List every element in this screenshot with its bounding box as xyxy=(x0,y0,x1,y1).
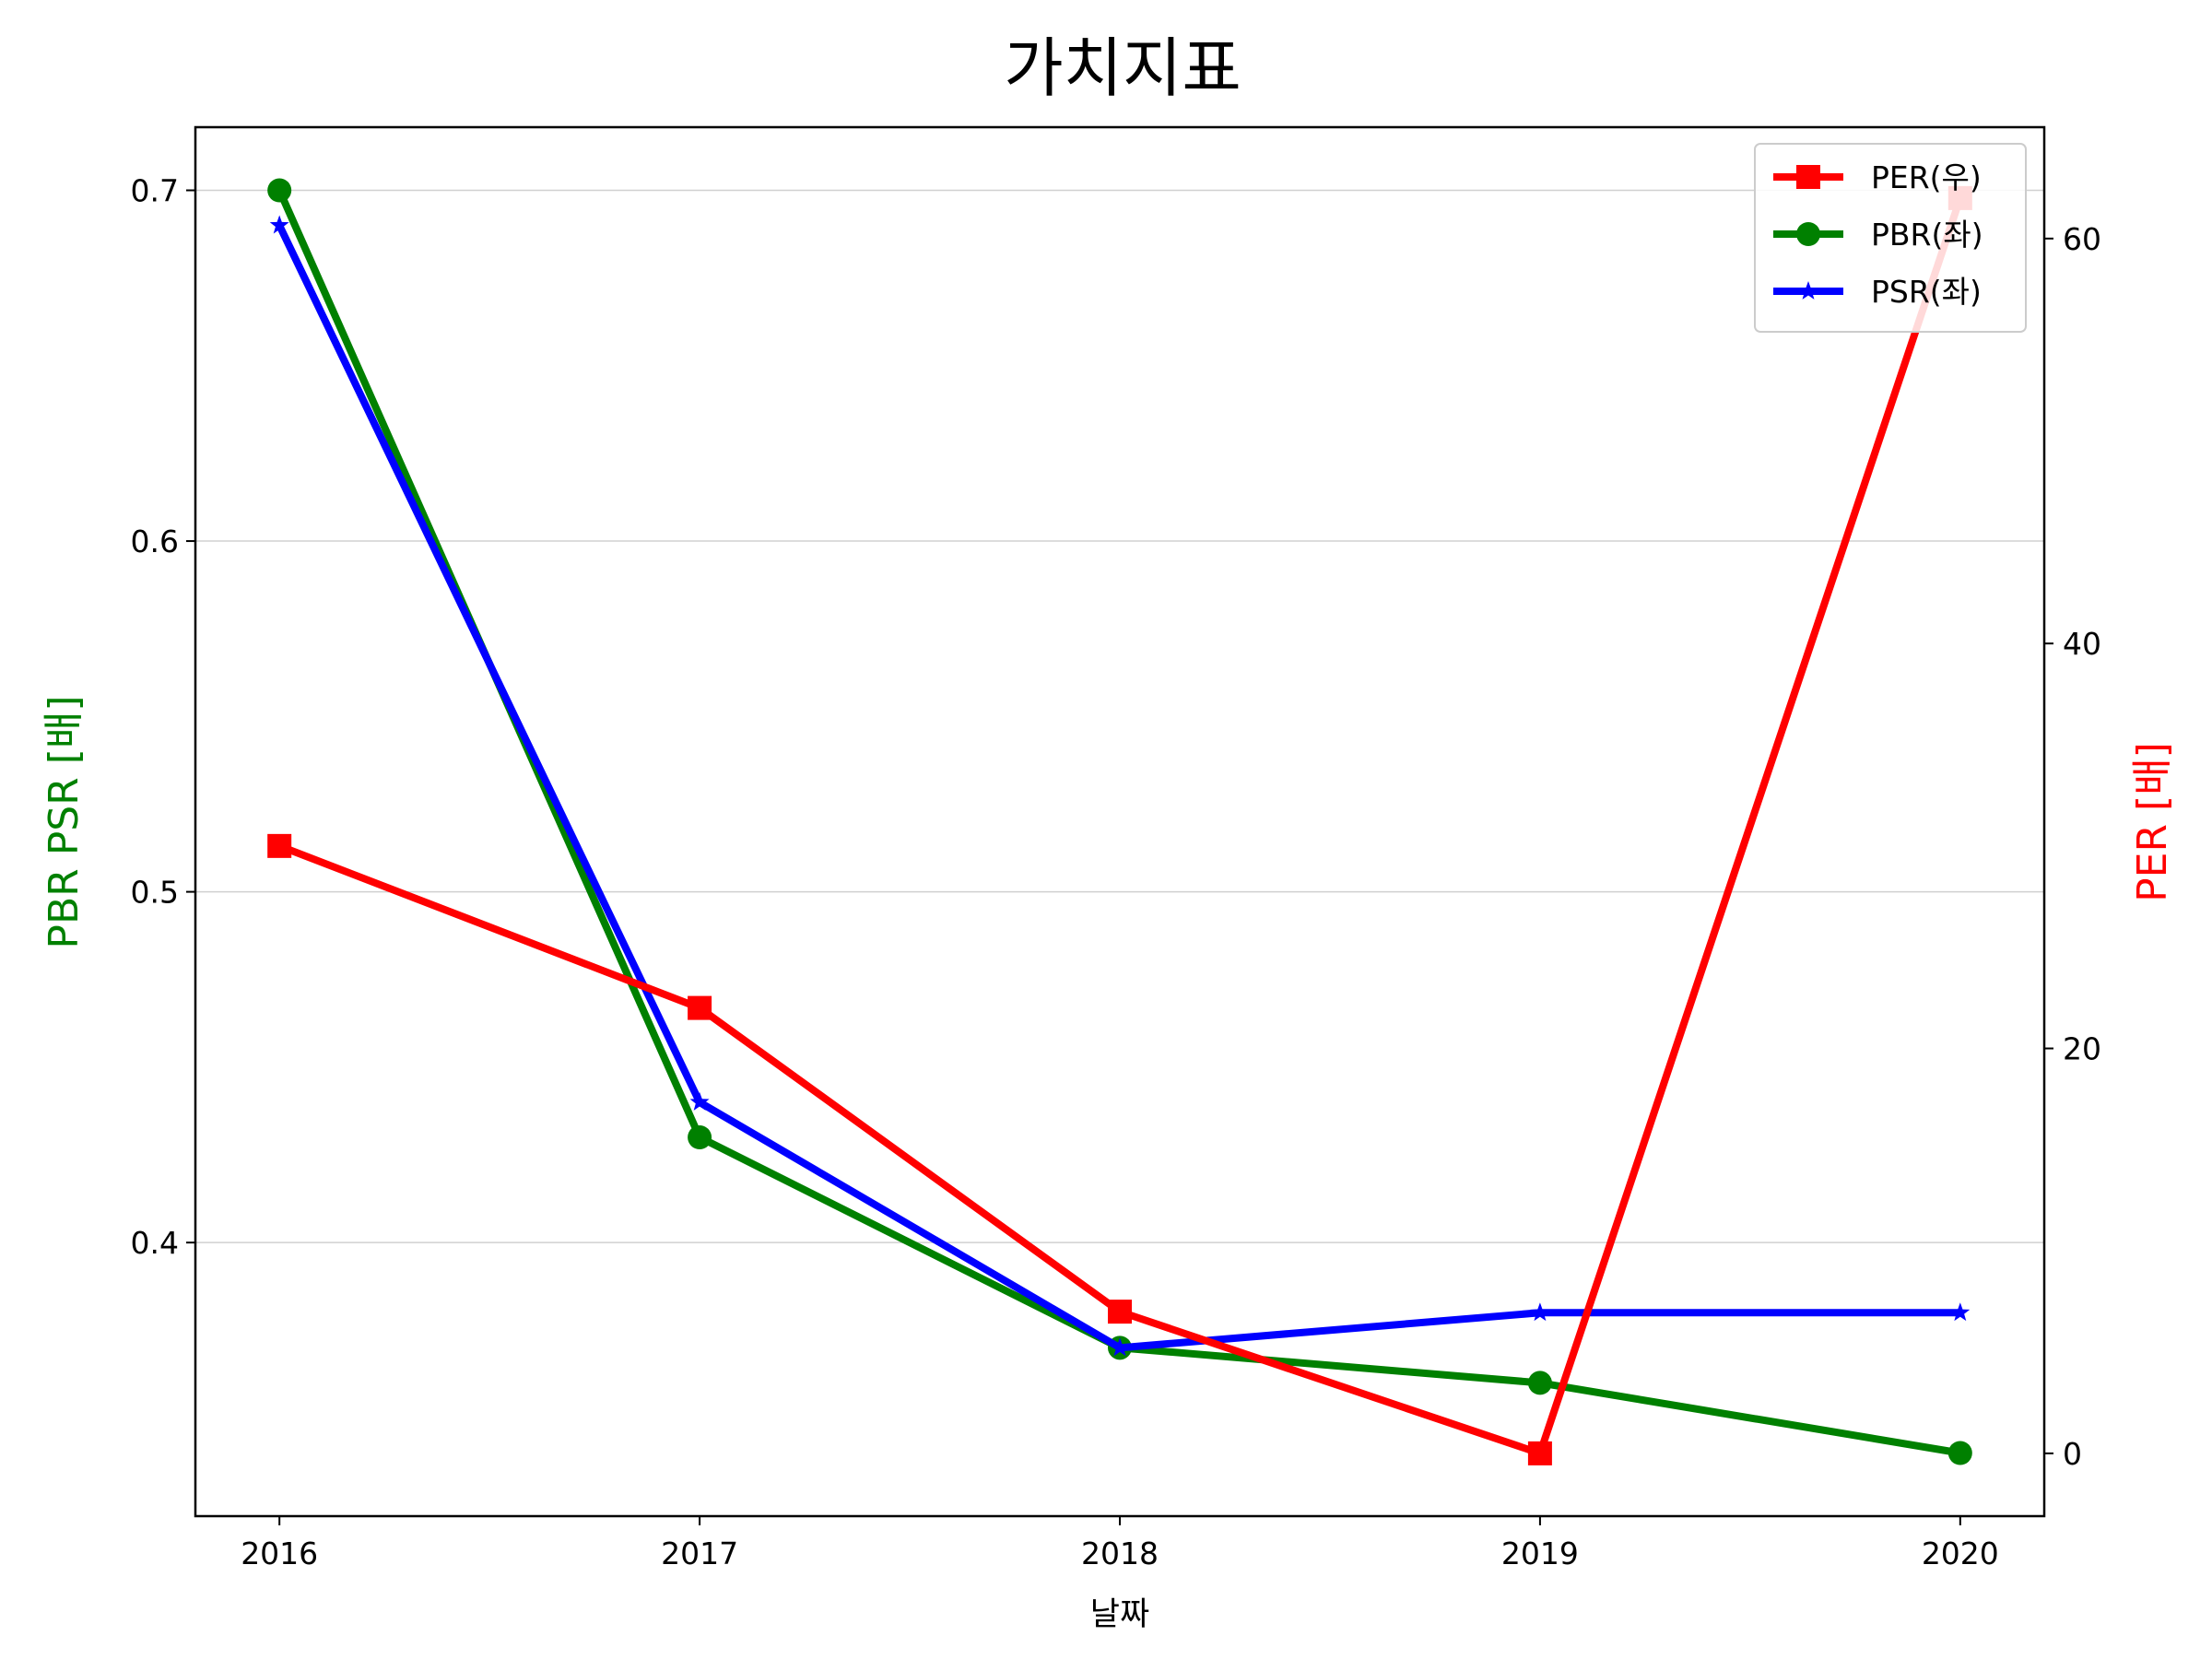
data-point xyxy=(267,178,292,203)
y-left-tick-label: 0.5 xyxy=(131,875,179,911)
legend-swatch-marker xyxy=(1796,222,1820,246)
data-point xyxy=(1950,1302,1971,1322)
x-tick-label: 2018 xyxy=(1081,1535,1159,1571)
x-tick-label: 2017 xyxy=(661,1535,738,1571)
data-point xyxy=(1108,1300,1132,1324)
data-point xyxy=(1530,1302,1550,1322)
y-right-tick-label: 60 xyxy=(2063,221,2101,257)
y-axis-right-label: PER [배] xyxy=(2129,742,2176,902)
legend-entry: PBR(좌) xyxy=(1773,217,1983,253)
data-point xyxy=(689,1091,710,1111)
x-axis-label: 날짜 xyxy=(1090,1596,1149,1633)
y-right-tick-label: 0 xyxy=(2063,1436,2082,1472)
y-left-tick-label: 0.7 xyxy=(131,173,179,209)
x-tick-label: 2020 xyxy=(1922,1535,1999,1571)
legend-entry: PER(우) xyxy=(1773,159,1982,195)
legend-box xyxy=(1754,143,2027,333)
legend-items: PER(우) PBR(좌) PSR(좌) xyxy=(1773,159,1983,310)
ticks: 0.4 0.5 0.6 0.7 0 20 40 60 2016 2017 2018 2019 2020 xyxy=(131,173,2101,1572)
series-layer xyxy=(267,178,1972,1465)
y-right-tick-label: 20 xyxy=(2063,1031,2101,1067)
legend-label: PBR(좌) xyxy=(1871,217,1983,253)
series-square xyxy=(267,185,1972,1465)
data-point xyxy=(1527,1371,1552,1395)
y-left-tick-label: 0.6 xyxy=(131,524,179,559)
legend-swatch-marker xyxy=(1798,281,1818,300)
legend-entry: PSR(좌) xyxy=(1773,274,1982,310)
series-star xyxy=(269,215,1971,1357)
legend-label: PER(우) xyxy=(1871,159,1982,195)
data-point xyxy=(688,995,712,1020)
chart-title: 가치지표 xyxy=(1004,30,1241,106)
legend-label: PSR(좌) xyxy=(1871,274,1982,310)
data-point xyxy=(269,215,289,234)
x-tick-label: 2016 xyxy=(241,1535,318,1571)
legend: PER(우) PBR(좌) PSR(좌) xyxy=(1754,143,2027,333)
data-point xyxy=(1110,1337,1130,1357)
y-axis-left-label: PBR PSR [배] xyxy=(41,695,88,948)
y-left-tick-label: 0.4 xyxy=(131,1225,179,1261)
data-point xyxy=(1527,1441,1552,1465)
gridlines xyxy=(195,189,2044,1243)
data-point xyxy=(1947,1441,1972,1465)
legend-swatch-marker xyxy=(1796,165,1820,189)
data-point xyxy=(267,833,292,858)
data-point xyxy=(688,1125,712,1149)
x-tick-label: 2019 xyxy=(1501,1535,1579,1571)
y-right-tick-label: 40 xyxy=(2063,626,2101,662)
